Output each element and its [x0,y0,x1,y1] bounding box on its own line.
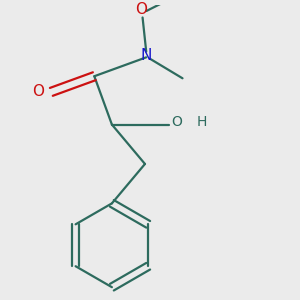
Text: O: O [135,2,147,17]
Text: O: O [32,84,44,99]
Text: N: N [140,48,152,63]
Text: O: O [171,115,182,128]
Text: H: H [196,115,207,128]
